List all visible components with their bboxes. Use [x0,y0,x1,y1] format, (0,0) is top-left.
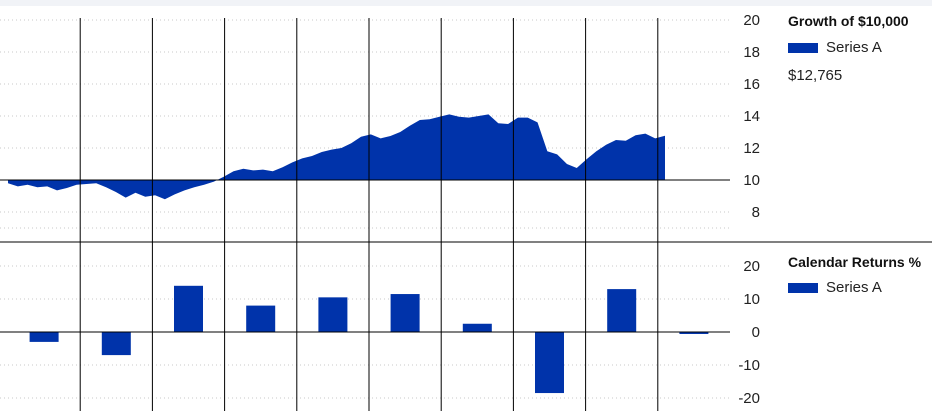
return-bar [462,323,492,332]
returns-y-tick: 20 [743,258,760,275]
growth-y-axis-ticks: 20 18 16 14 12 10 8 [743,12,760,221]
returns-y-tick: 10 [743,291,760,308]
return-bar [29,332,59,342]
returns-legend-item: Series A [788,279,882,296]
growth-y-tick: 14 [743,108,760,125]
return-bar [101,332,131,356]
return-bar [318,297,348,332]
growth-end-value: $12,765 [788,67,843,84]
returns-legend-swatch [788,283,818,294]
returns-y-axis-ticks: 20 10 0 -10 -20 [738,258,760,407]
returns-y-tick: 0 [752,324,760,341]
growth-y-tick: 12 [743,140,760,157]
growth-y-tick: 10 [743,172,760,189]
growth-legend-title: Growth of $10,000 [788,13,909,29]
growth-y-tick: 16 [743,76,760,93]
return-bar [390,294,420,332]
growth-legend-label: Series A [826,39,882,56]
growth-y-tick: 8 [752,204,760,221]
growth-area-series [8,114,665,200]
returns-y-tick: -20 [738,390,760,407]
returns-y-tick: -10 [738,357,760,374]
growth-y-tick: 18 [743,44,760,61]
return-bar [246,305,276,332]
returns-bar-series [29,285,709,394]
growth-legend-item: Series A [788,39,882,56]
return-bar [607,289,637,332]
return-bar [535,332,564,394]
returns-legend-title: Calendar Returns % [788,254,922,270]
growth-y-tick: 20 [743,12,760,29]
solid-gridlines [0,18,932,411]
return-bar [174,285,203,332]
return-bar [679,332,709,334]
top-bar [0,0,932,6]
growth-area-path [8,114,665,200]
growth-legend-swatch [788,43,818,54]
returns-legend-label: Series A [826,279,882,296]
